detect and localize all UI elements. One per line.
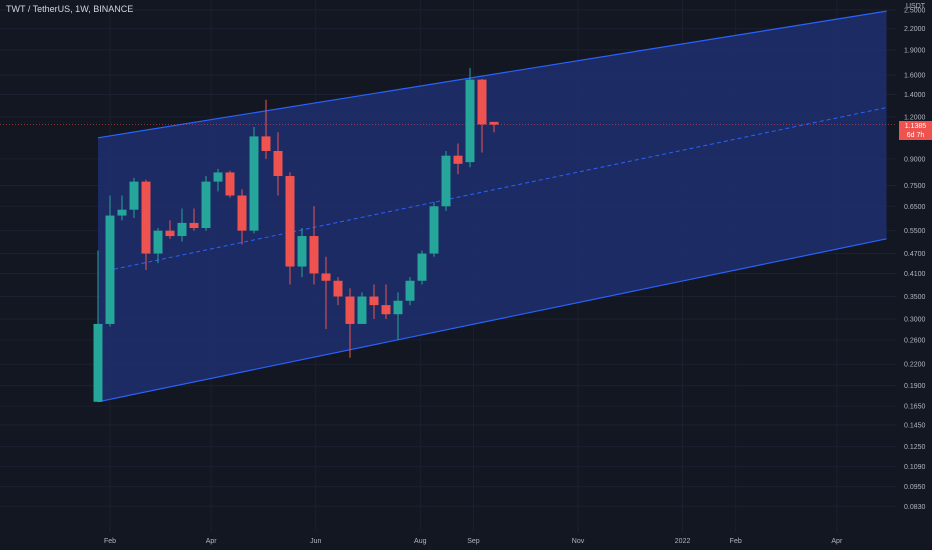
- price-tick-label: 0.2600: [904, 337, 926, 344]
- candle-down: [345, 296, 355, 324]
- time-tick-label: 2022: [675, 538, 691, 545]
- time-tick-label: Apr: [831, 538, 843, 545]
- price-tick-label: 0.3500: [904, 294, 926, 301]
- regression-channel: [0, 10, 897, 403]
- currency-label: USDT: [906, 3, 926, 10]
- candle-up: [117, 209, 127, 216]
- candle-up: [465, 79, 475, 163]
- channel-fill: [98, 11, 887, 402]
- price-axis-bg: [900, 0, 932, 550]
- price-tick-label: 0.1900: [904, 383, 926, 390]
- candles: [93, 67, 499, 402]
- last-price-tag: 1.1385 6d 7h: [899, 121, 932, 140]
- candle-up: [417, 253, 427, 281]
- price-tick-label: 0.9000: [904, 156, 926, 163]
- last-price-value: 1.1385: [904, 123, 927, 130]
- time-tick-label: Feb: [104, 538, 116, 545]
- candle-up: [441, 155, 451, 207]
- candle-up: [405, 280, 415, 301]
- channel-mid-line: [113, 107, 887, 270]
- price-tick-label: 0.5500: [904, 228, 926, 235]
- price-tick-label: 0.7500: [904, 183, 926, 190]
- symbol-title[interactable]: TWT / TetherUS, 1W, BINANCE: [6, 4, 134, 14]
- price-tick-label: 0.3000: [904, 317, 926, 324]
- candle-up: [213, 172, 223, 182]
- price-tick-label: 0.6500: [904, 204, 926, 211]
- candle-down: [165, 230, 175, 237]
- price-tick-label: 0.1250: [904, 444, 926, 451]
- candle-up: [153, 230, 163, 254]
- candle-down: [477, 79, 487, 125]
- candle-down: [489, 121, 499, 125]
- candle-down: [225, 172, 235, 196]
- price-tick-label: 0.4700: [904, 251, 926, 258]
- time-axis[interactable]: Feb Apr Jun Aug Sep Nov 2022 Feb Apr: [0, 532, 932, 550]
- time-tick-label: Nov: [572, 538, 585, 545]
- price-tick-label: 2.5000: [904, 7, 926, 14]
- price-tick-label: 1.6000: [904, 73, 926, 80]
- time-axis-bg: [0, 532, 932, 550]
- candle-down: [285, 176, 295, 267]
- channel-upper-line: [97, 10, 887, 139]
- price-tick-label: 0.2200: [904, 362, 926, 369]
- candle-down: [189, 222, 199, 229]
- candle-up: [177, 222, 187, 237]
- candle-up: [201, 181, 211, 229]
- bar-countdown: 6d 7h: [906, 132, 925, 139]
- channel-lower-line: [97, 238, 887, 403]
- candle-down: [453, 155, 463, 164]
- time-tick-label: Feb: [730, 538, 742, 545]
- candle-up: [357, 296, 367, 324]
- candle-down: [261, 136, 271, 151]
- candle-up: [429, 206, 439, 254]
- time-tick-label: Apr: [206, 538, 218, 545]
- time-tick-label: Aug: [414, 538, 427, 545]
- time-tick-label: Jun: [310, 538, 321, 545]
- price-tick-label: 1.4000: [904, 92, 926, 99]
- candle-down: [369, 296, 379, 306]
- candle-down: [237, 195, 247, 231]
- candle-up: [93, 323, 103, 402]
- price-tick-label: 0.4100: [904, 271, 926, 278]
- price-tick-label: 1.2000: [904, 114, 926, 121]
- price-tick-label: 2.2000: [904, 26, 926, 33]
- price-axis[interactable]: 2.5000 2.2000 1.9000 1.6000 1.4000 1.2000 0.90…: [900, 0, 932, 550]
- candle-down: [141, 181, 151, 254]
- price-tick-label: 0.1650: [904, 404, 926, 411]
- price-tick-label: 0.1090: [904, 464, 926, 471]
- candle-down: [273, 150, 283, 177]
- candle-down: [321, 273, 331, 281]
- candle-up: [105, 215, 115, 324]
- candle-down: [333, 280, 343, 297]
- candle-down: [381, 305, 391, 315]
- price-tick-label: 1.9000: [904, 47, 926, 54]
- candle-up: [129, 181, 139, 210]
- price-tick-label: 0.0950: [904, 484, 926, 491]
- candle-up: [393, 300, 403, 315]
- price-tick-label: 0.0830: [904, 504, 926, 511]
- price-tick-label: 0.1450: [904, 422, 926, 429]
- candle-up: [297, 236, 307, 267]
- candle-up: [249, 136, 259, 231]
- candle-down: [309, 236, 319, 274]
- time-tick-label: Sep: [467, 538, 480, 545]
